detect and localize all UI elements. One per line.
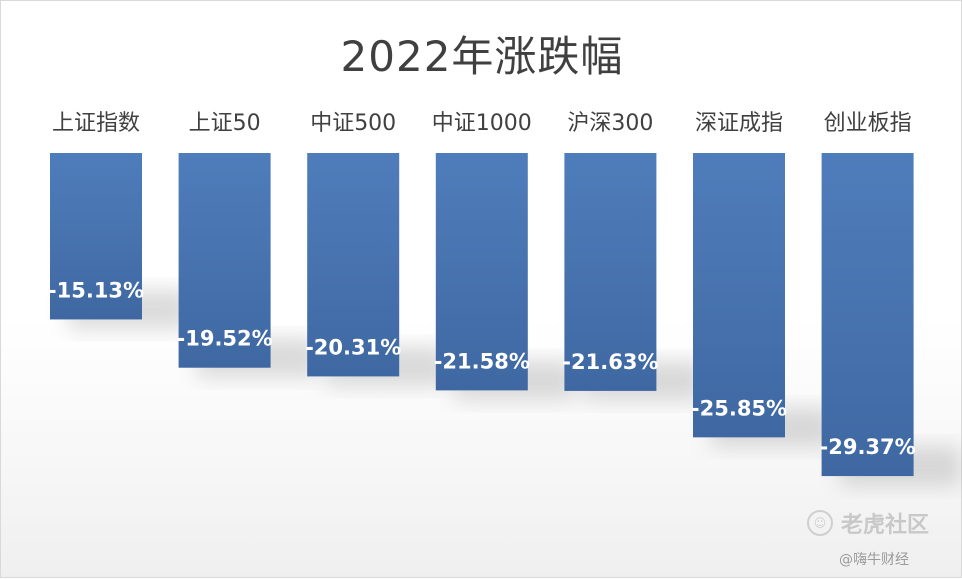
value-label: -25.85% <box>691 396 787 420</box>
category-label: 深证成指 <box>695 111 783 136</box>
chart-title: 2022年涨跌幅 <box>340 32 624 81</box>
category-label: 创业板指 <box>824 111 912 136</box>
watermark-author: @嗨牛财经 <box>839 552 909 568</box>
category-label: 沪深300 <box>567 111 653 136</box>
value-label: -15.13% <box>48 278 144 302</box>
bar-7 <box>821 153 914 477</box>
value-label: -20.31% <box>305 335 401 359</box>
bar-4 <box>435 153 528 391</box>
value-labels: -15.13% -19.52% -20.31% -21.58% -21.63% -25.8… <box>48 278 916 459</box>
category-label: 上证50 <box>189 111 261 136</box>
bar-3 <box>307 153 400 377</box>
bars-group <box>50 153 914 477</box>
value-label: -19.52% <box>177 327 273 351</box>
category-label: 上证指数 <box>52 111 140 136</box>
bar-1 <box>50 153 142 320</box>
watermark-community-text: 老虎社区 <box>841 513 930 538</box>
bar-6 <box>693 153 785 438</box>
category-label: 中证1000 <box>432 111 532 136</box>
bar-2 <box>178 153 271 368</box>
category-labels: 上证指数 上证50 中证500 中证1000 沪深300 深证成指 创业板指 <box>52 111 912 136</box>
value-label: -21.63% <box>562 350 658 374</box>
value-label: -21.58% <box>434 349 530 373</box>
watermark-community: ☺ 老虎社区 <box>807 507 929 539</box>
tiger-logo-icon: ☺ <box>807 510 833 536</box>
value-label: -29.37% <box>820 435 916 459</box>
category-label: 中证500 <box>310 111 396 136</box>
bar-5 <box>564 153 657 391</box>
